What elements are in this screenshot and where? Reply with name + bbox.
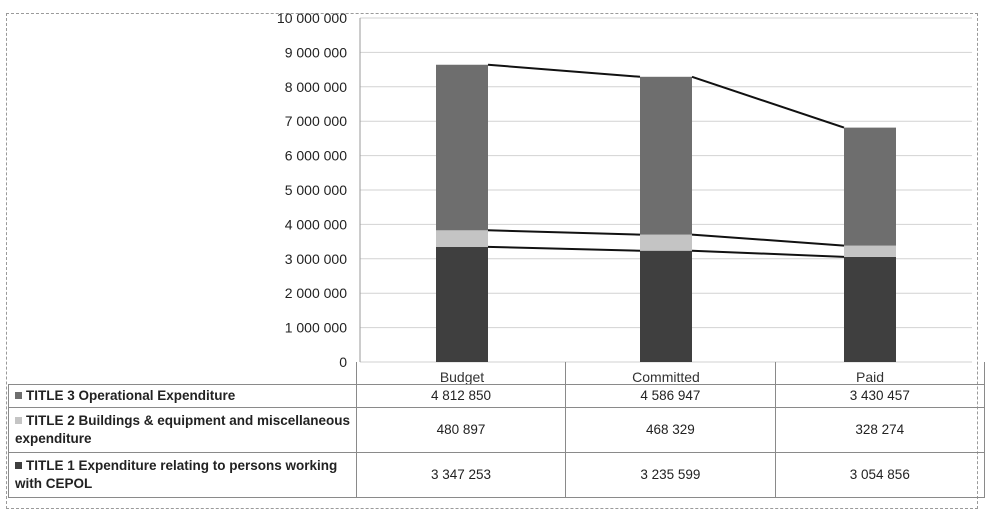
- series-label-cell: TITLE 3 Operational Expenditure: [8, 383, 357, 408]
- value-cell: 3 235 599: [565, 451, 776, 498]
- series-label-cell: TITLE 2 Buildings & equipment and miscel…: [8, 406, 357, 453]
- bar-segment: [436, 64, 488, 231]
- value-cell: 4 586 947: [565, 383, 776, 408]
- value-cell: 468 329: [565, 406, 776, 453]
- data-table: TITLE 3 Operational Expenditure 4 812 850…: [8, 362, 985, 498]
- table-header-cell: [565, 362, 776, 385]
- value-cell: 328 274: [774, 406, 985, 453]
- bar-segment: [844, 256, 896, 362]
- bar-segment: [436, 230, 488, 247]
- series-name: TITLE 2 Buildings & equipment and miscel…: [15, 412, 351, 446]
- table-row: TITLE 1 Expenditure relating to persons …: [8, 451, 985, 498]
- bar-segment: [640, 76, 692, 235]
- series-name: TITLE 1 Expenditure relating to persons …: [15, 457, 338, 491]
- table-header-cell: [355, 362, 567, 385]
- bar-segment: [640, 234, 692, 251]
- series-line: [487, 229, 641, 236]
- bar-segment: [436, 246, 488, 362]
- y-tick-label: 2 000 000: [285, 285, 347, 301]
- y-tick-label: 8 000 000: [285, 79, 347, 95]
- value-cell: 3 430 457: [774, 383, 985, 408]
- chart-frame: [6, 13, 978, 509]
- series-line: [691, 75, 845, 129]
- y-tick-label: 1 000 000: [285, 320, 347, 336]
- bars: [436, 64, 896, 362]
- table-row: TITLE 3 Operational Expenditure 4 812 850…: [8, 383, 985, 408]
- value-cell: 480 897: [355, 406, 567, 453]
- y-tick-label: 9 000 000: [285, 44, 347, 60]
- bar-segment: [844, 245, 896, 257]
- series-line: [487, 245, 641, 252]
- table-row: TITLE 2 Buildings & equipment and miscel…: [8, 406, 985, 453]
- legend-marker: [15, 461, 22, 469]
- table-corner-cell: [8, 362, 357, 385]
- y-tick-label: 10 000 000: [277, 10, 347, 26]
- value-cell: 4 812 850: [355, 383, 567, 408]
- series-lines: [487, 63, 845, 258]
- series-name: TITLE 3 Operational Expenditure: [26, 387, 236, 403]
- series-line: [487, 63, 641, 78]
- y-tick-label: 5 000 000: [285, 182, 347, 198]
- y-tick-label: 3 000 000: [285, 251, 347, 267]
- bar-segment: [640, 250, 692, 362]
- y-tick-label: 7 000 000: [285, 113, 347, 129]
- value-cell: 3 347 253: [355, 451, 567, 498]
- y-tick-label: 4 000 000: [285, 216, 347, 232]
- value-cell: 3 054 856: [774, 451, 985, 498]
- series-line: [691, 233, 845, 247]
- table-header-cell: [774, 362, 985, 385]
- series-label-cell: TITLE 1 Expenditure relating to persons …: [8, 451, 357, 498]
- table-header-row: [8, 362, 985, 385]
- series-line: [691, 249, 845, 258]
- legend-marker: [15, 416, 22, 424]
- y-tick-label: 6 000 000: [285, 148, 347, 164]
- legend-marker: [15, 391, 22, 399]
- bar-segment: [844, 127, 896, 246]
